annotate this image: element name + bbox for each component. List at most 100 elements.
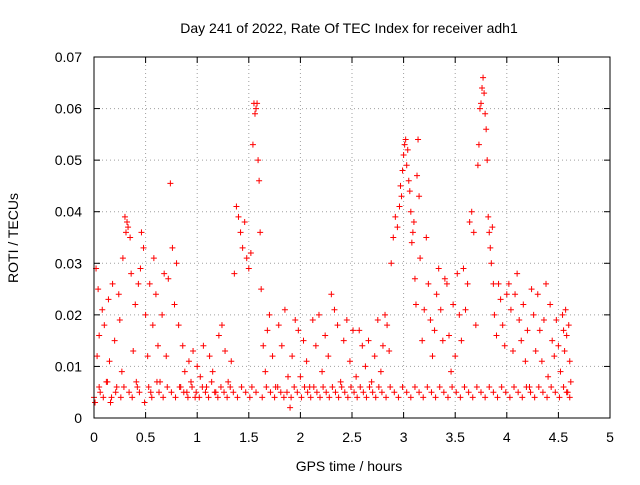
data-point xyxy=(112,389,119,396)
data-point xyxy=(153,378,160,385)
data-point xyxy=(159,311,166,318)
data-point xyxy=(543,280,550,287)
data-point xyxy=(398,193,405,200)
data-point xyxy=(490,280,497,287)
data-point xyxy=(539,389,546,396)
data-point xyxy=(465,389,472,396)
data-point xyxy=(493,332,500,339)
data-point xyxy=(200,342,207,349)
data-point xyxy=(428,389,435,396)
x-axis-label: GPS time / hours xyxy=(296,458,403,474)
data-point xyxy=(277,389,284,396)
data-point xyxy=(127,234,134,241)
data-point xyxy=(351,389,358,396)
data-point xyxy=(208,378,215,385)
data-point xyxy=(482,394,489,401)
data-point xyxy=(126,389,133,396)
data-point xyxy=(266,311,273,318)
data-point xyxy=(141,399,148,406)
data-point xyxy=(95,286,102,293)
data-point xyxy=(531,394,538,401)
data-point xyxy=(371,353,378,360)
data-point xyxy=(118,368,125,375)
y-tick-label: 0.01 xyxy=(55,358,82,374)
data-point xyxy=(335,394,342,401)
data-point xyxy=(443,280,450,287)
data-point xyxy=(416,389,423,396)
data-point xyxy=(235,213,242,220)
data-point xyxy=(176,384,183,391)
data-point xyxy=(92,399,99,406)
data-point xyxy=(556,394,563,401)
data-point xyxy=(397,182,404,189)
data-point xyxy=(566,394,573,401)
data-point xyxy=(563,332,570,339)
data-point xyxy=(350,327,357,334)
data-point xyxy=(322,332,329,339)
data-point xyxy=(275,322,282,329)
data-point xyxy=(387,384,394,391)
data-point xyxy=(125,224,132,231)
data-point xyxy=(256,177,263,184)
data-point xyxy=(548,384,555,391)
data-point xyxy=(287,404,294,411)
data-point xyxy=(257,229,264,236)
data-point xyxy=(323,389,330,396)
data-point xyxy=(458,337,465,344)
data-point xyxy=(383,394,390,401)
data-point xyxy=(502,389,509,396)
data-point xyxy=(433,291,440,298)
data-point xyxy=(436,384,443,391)
data-point xyxy=(453,389,460,396)
data-point xyxy=(116,317,123,324)
data-point xyxy=(107,399,114,406)
data-point xyxy=(154,342,161,349)
y-tick-label: 0 xyxy=(74,410,82,426)
data-point xyxy=(344,394,351,401)
data-point xyxy=(530,311,537,318)
data-point xyxy=(161,270,168,277)
data-point xyxy=(452,353,459,360)
data-point xyxy=(211,389,218,396)
data-point xyxy=(456,311,463,318)
data-point xyxy=(365,337,372,344)
data-point xyxy=(242,389,249,396)
data-point xyxy=(238,384,245,391)
data-point xyxy=(409,229,416,236)
data-point xyxy=(283,389,290,396)
data-point xyxy=(528,286,535,293)
data-point xyxy=(185,358,192,365)
data-point xyxy=(245,265,252,272)
data-point xyxy=(241,219,248,226)
data-point xyxy=(515,389,522,396)
data-point xyxy=(435,265,442,272)
data-point xyxy=(193,389,200,396)
data-point xyxy=(495,280,502,287)
data-point xyxy=(340,337,347,344)
data-point xyxy=(462,306,469,313)
data-point xyxy=(480,74,487,81)
data-point xyxy=(425,280,432,287)
data-point xyxy=(274,384,281,391)
data-point xyxy=(375,384,382,391)
data-point xyxy=(142,311,149,318)
data-point xyxy=(488,260,495,267)
data-point xyxy=(164,384,171,391)
data-point xyxy=(400,151,407,158)
data-point xyxy=(108,394,115,401)
data-point xyxy=(562,306,569,313)
data-point xyxy=(553,317,560,324)
y-tick-label: 0.07 xyxy=(55,49,82,65)
data-point xyxy=(472,322,479,329)
y-tick-label: 0.03 xyxy=(55,255,82,271)
data-point xyxy=(498,384,505,391)
data-point xyxy=(297,373,304,380)
data-point xyxy=(194,363,201,370)
data-point xyxy=(307,394,314,401)
data-point xyxy=(368,378,375,385)
data-point xyxy=(263,384,270,391)
data-point xyxy=(129,394,136,401)
data-point xyxy=(169,244,176,251)
data-point xyxy=(332,389,339,396)
